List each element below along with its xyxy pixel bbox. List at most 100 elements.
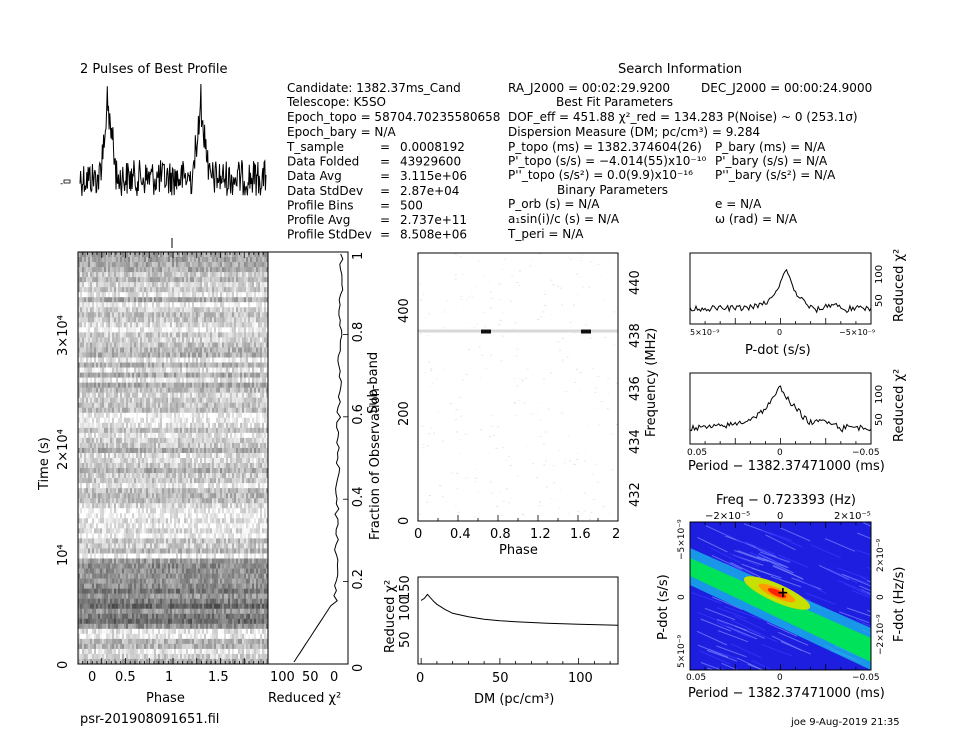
tp-pixel <box>248 478 251 484</box>
tp-pixel <box>206 432 209 439</box>
tp-pixel <box>118 317 121 323</box>
tp-pixel <box>126 317 129 323</box>
tp-pixel <box>160 327 163 333</box>
tp-pixel <box>90 262 93 268</box>
tp-pixel <box>188 267 191 273</box>
tp-pixel <box>162 483 165 489</box>
tp-pixel <box>252 367 255 373</box>
tp-pixel <box>214 382 217 388</box>
tp-pixel <box>210 437 213 444</box>
tp-pixel <box>94 362 97 368</box>
tp-pixel <box>204 427 207 434</box>
tp-pixel <box>224 473 227 479</box>
tp-pixel <box>112 317 115 323</box>
tp-pixel <box>160 362 163 368</box>
tp-pixel <box>100 372 103 378</box>
tp-pixel <box>210 442 213 449</box>
tp-pixel <box>122 478 125 484</box>
tp-pixel <box>174 342 177 348</box>
tp-pixel <box>264 427 267 434</box>
tp-pixel <box>184 437 187 444</box>
tp-pixel <box>172 307 175 313</box>
tp-pixel <box>170 297 173 303</box>
tp-pixel <box>216 327 219 333</box>
tp-pixel <box>244 473 247 479</box>
tp-pixel <box>88 478 91 484</box>
tp-pixel <box>222 483 225 489</box>
tp-pixel <box>214 257 217 263</box>
tp-pixel <box>86 302 89 308</box>
search-pd-topo: P'_topo (s/s) = −4.014(55)x10⁻¹⁰ <box>508 154 707 168</box>
tp-pixel <box>146 402 149 409</box>
tp-pixel <box>90 447 93 454</box>
tp-pixel <box>208 302 211 308</box>
tp-pixel <box>182 503 185 509</box>
tp-pixel <box>190 277 193 283</box>
tp-pixel <box>118 262 121 268</box>
tp-pixel <box>210 422 213 429</box>
tp-pixel <box>160 292 163 298</box>
tp-pixel <box>252 402 255 409</box>
tp-pixel <box>266 488 268 494</box>
tp-pixel <box>156 367 159 373</box>
tp-pixel <box>226 302 229 308</box>
tp-pixel <box>90 312 93 318</box>
tp-pixel <box>180 452 183 459</box>
tp-pixel <box>92 442 95 449</box>
tp-pixel <box>190 442 193 449</box>
tp-pixel <box>188 447 191 454</box>
tp-pixel <box>80 387 83 393</box>
tp-pixel <box>126 272 129 278</box>
tp-pixel <box>108 317 111 323</box>
tp-pixel <box>106 287 109 293</box>
tp-pixel <box>106 337 109 343</box>
tp-pixel <box>248 292 251 298</box>
tp-pixel <box>202 392 205 398</box>
tp-pixel <box>160 367 163 373</box>
tp-pixel <box>198 442 201 449</box>
tp-pixel <box>172 262 175 268</box>
tp-pixel <box>236 488 239 494</box>
tp-pixel <box>136 277 139 283</box>
search-p-bary: P_bary (ms) = N/A <box>715 140 826 154</box>
tp-pixel <box>174 397 177 404</box>
tp-pixel <box>84 287 87 293</box>
tp-pixel <box>80 508 83 514</box>
tp-pixel <box>82 427 85 434</box>
tp-pixel <box>236 498 239 504</box>
tp-pixel <box>116 493 119 499</box>
tp-pixel <box>132 327 135 333</box>
tp-pixel <box>108 417 111 424</box>
tp-pixel <box>156 372 159 378</box>
tp-pixel <box>124 458 127 464</box>
tp-pixel <box>124 307 127 313</box>
tp-pixel <box>90 332 93 338</box>
tp-pixel <box>126 392 129 398</box>
tp-pixel <box>178 432 181 439</box>
tp-pixel <box>84 312 87 318</box>
tp-pixel <box>194 252 197 258</box>
tp-pixel <box>238 312 241 318</box>
tp-pixel <box>118 447 121 454</box>
tp-pixel <box>214 498 217 504</box>
tp-pixel <box>138 312 141 318</box>
tp-pixel <box>104 287 107 293</box>
tp-pixel <box>86 272 89 278</box>
tp-pixel <box>162 473 165 479</box>
tp-pixel <box>84 483 87 489</box>
tp-pixel <box>238 412 241 419</box>
tp-pixel <box>218 362 221 368</box>
tp-pixel <box>254 377 257 383</box>
tp-pixel <box>212 282 215 288</box>
tp-pixel <box>160 372 163 378</box>
tp-pixel <box>148 312 151 318</box>
tp-pixel <box>176 332 179 338</box>
tp-pixel <box>162 332 165 338</box>
tp-pixel <box>260 362 263 368</box>
tp-pixel <box>196 402 199 409</box>
tp-pixel <box>246 322 249 328</box>
tp-pixel <box>190 397 193 404</box>
tp-pixel <box>254 417 257 424</box>
tp-pixel <box>128 432 131 439</box>
tp-pixel <box>200 493 203 499</box>
